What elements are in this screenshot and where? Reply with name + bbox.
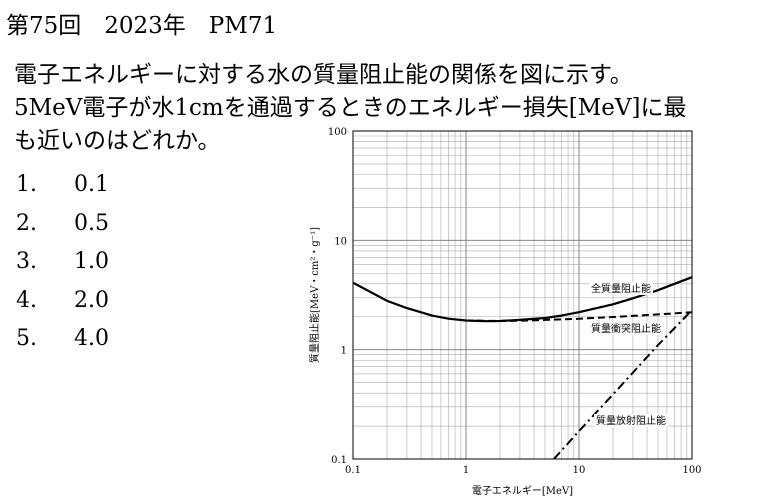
choice-number: 4. — [16, 287, 37, 313]
choice-value: 1.0 — [74, 249, 109, 274]
collision-stopping-power-line — [465, 311, 693, 322]
y-axis-label: 質量阻止能[MeV・cm²・g⁻¹] — [308, 227, 321, 363]
choice-number: 1. — [16, 172, 37, 197]
y-tick-label: 0.1 — [331, 455, 347, 466]
plot-frame — [352, 130, 693, 460]
choice-value: 0.5 — [74, 210, 109, 236]
series-label-background — [589, 322, 663, 335]
y-tick-label: 100 — [328, 127, 347, 138]
answer-choices: 1. 0.1 2. 0.5 3. 1.0 4. 2.0 5. 4.0 — [16, 172, 109, 365]
series-label-background — [594, 414, 668, 427]
choice-4[interactable]: 4. 2.0 — [16, 288, 109, 327]
y-tick-label: 10 — [334, 236, 347, 247]
x-tick-label: 100 — [682, 465, 701, 476]
question-line: 5MeV電子が水1cmを通過するときのエネルギー損失[MeV]に最 — [14, 95, 687, 121]
radiative-stopping-power-label: 質量放射阻止能 — [596, 414, 666, 427]
collision-stopping-power-label: 質量衝突阻止能 — [591, 322, 661, 335]
series-label-background — [589, 282, 653, 295]
x-axis-label: 電子エネルギー[MeV] — [472, 485, 573, 497]
choice-value: 2.0 — [74, 287, 109, 313]
total-stopping-power-line — [352, 276, 693, 323]
choice-5[interactable]: 5. 4.0 — [16, 326, 109, 365]
choice-number: 5. — [16, 326, 37, 351]
choice-1[interactable]: 1. 0.1 — [16, 172, 109, 211]
choice-value: 0.1 — [74, 172, 109, 197]
question-line: 電子エネルギーに対する水の質量阻止能の関係を図に示す。 — [14, 62, 633, 88]
question-text: 電子エネルギーに対する水の質量阻止能の関係を図に示す。 5MeV電子が水1cmを… — [14, 59, 764, 158]
choice-number: 2. — [16, 210, 37, 236]
question-line: も近いのはどれか。 — [14, 128, 221, 154]
choice-2[interactable]: 2. 0.5 — [16, 211, 109, 250]
exam-header: 第75回 2023年 PM71 — [6, 13, 278, 39]
total-stopping-power-label: 全質量阻止能 — [591, 282, 651, 295]
x-tick-label: 10 — [573, 465, 586, 476]
choice-3[interactable]: 3. 1.0 — [16, 249, 109, 288]
x-tick-label: 1 — [463, 465, 469, 476]
y-tick-label: 1 — [341, 346, 347, 357]
choice-value: 4.0 — [74, 326, 109, 351]
choice-number: 3. — [16, 249, 37, 274]
radiative-stopping-power-line — [553, 309, 693, 460]
x-tick-label: 0.1 — [345, 465, 361, 476]
